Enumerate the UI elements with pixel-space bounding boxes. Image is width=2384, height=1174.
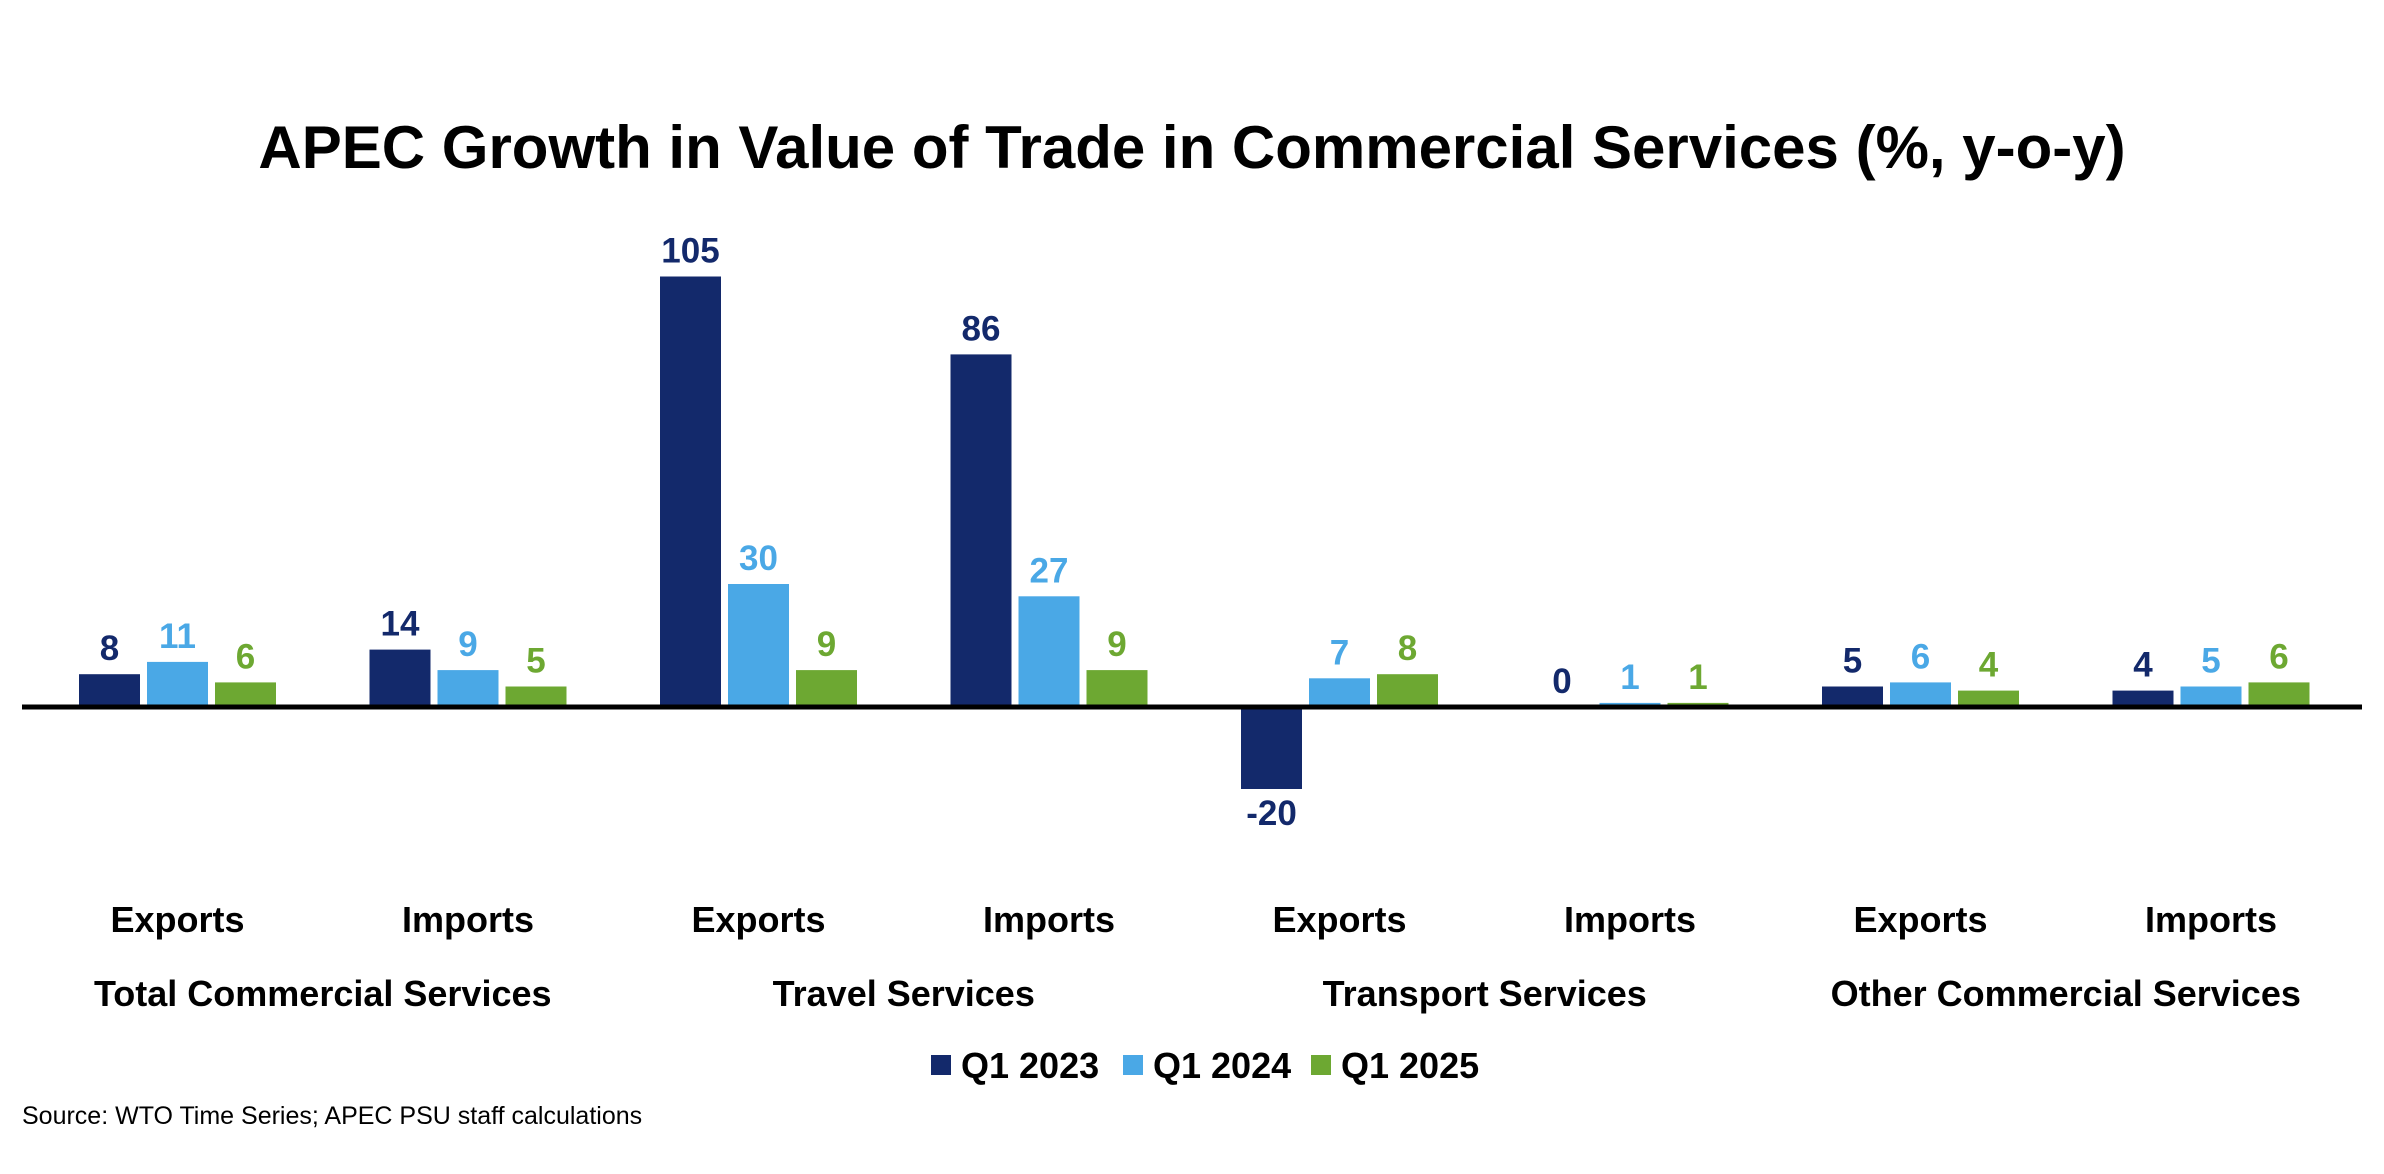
category-label-3: Imports [983,899,1115,940]
bar-q1-2025-1 [505,686,567,707]
bar-q1-2025-7 [2248,682,2310,707]
group-label-2: Transport Services [1323,973,1647,1014]
bar-q1-2024-6 [1890,682,1951,707]
legend: Q1 2023 Q1 2024 Q1 2025 [931,1045,1479,1086]
data-label-q1-2025-1: 5 [526,642,545,681]
chart-title: APEC Growth in Value of Trade in Commerc… [258,114,2125,181]
bar-q1-2023-3 [950,354,1012,707]
data-label-q1-2024-3: 27 [1030,551,1069,590]
bar-q1-2023-4 [1241,707,1302,789]
data-label-q1-2025-2: 9 [817,625,836,664]
data-label-q1-2025-3: 9 [1107,625,1126,664]
bar-q1-2024-3 [1018,596,1080,707]
legend-swatch-0 [931,1055,951,1075]
legend-swatch-2 [1311,1055,1331,1075]
source-note: Source: WTO Time Series; APEC PSU staff … [22,1102,643,1130]
data-label-q1-2023-4: -20 [1246,794,1297,833]
legend-label-2: Q1 2025 [1341,1045,1479,1086]
bar-q1-2023-2 [660,276,721,707]
data-label-q1-2025-4: 8 [1398,629,1417,668]
bar-q1-2024-7 [2180,686,2242,707]
bars-layer [79,276,2310,789]
data-label-q1-2025-0: 6 [236,637,255,676]
data-label-q1-2024-2: 30 [739,539,778,578]
group-label-3: Other Commercial Services [1831,973,2301,1014]
bar-q1-2025-3 [1086,670,1148,707]
data-label-q1-2023-7: 4 [2133,646,2153,685]
category-labels: Exports Imports Exports Imports Exports Impor… [110,899,2277,940]
data-label-q1-2024-5: 1 [1620,658,1639,697]
bar-q1-2024-4 [1309,678,1370,707]
bar-q1-2023-7 [2112,690,2174,707]
legend-label-0: Q1 2023 [961,1045,1099,1086]
category-label-6: Exports [1853,899,1987,940]
data-label-q1-2025-5: 1 [1688,658,1707,697]
bar-q1-2025-4 [1377,674,1438,707]
data-label-q1-2023-6: 5 [1843,642,1862,681]
data-label-q1-2024-7: 5 [2201,642,2220,681]
group-label-1: Travel Services [773,973,1035,1014]
category-label-7: Imports [2145,899,2277,940]
bar-q1-2023-1 [369,649,431,707]
data-label-q1-2023-0: 8 [100,629,119,668]
category-label-1: Imports [402,899,534,940]
data-label-q1-2024-4: 7 [1330,633,1349,672]
category-label-5: Imports [1564,899,1696,940]
legend-label-1: Q1 2024 [1153,1045,1291,1086]
data-label-q1-2023-1: 14 [381,605,420,644]
bar-q1-2025-0 [215,682,276,707]
data-label-q1-2023-3: 86 [962,309,1001,348]
category-label-0: Exports [110,899,244,940]
bar-q1-2023-0 [79,674,140,707]
group-label-0: Total Commercial Services [94,973,552,1014]
category-label-4: Exports [1272,899,1406,940]
bar-q1-2024-0 [147,661,208,707]
data-label-q1-2025-6: 4 [1979,646,1999,685]
group-labels: Total Commercial Services Travel Services… [94,973,2301,1014]
data-label-q1-2024-1: 9 [458,625,477,664]
data-label-q1-2025-7: 6 [2269,637,2288,676]
bar-q1-2023-6 [1822,686,1883,707]
data-label-q1-2024-0: 11 [159,617,196,656]
bar-q1-2025-6 [1958,690,2019,707]
bar-q1-2024-2 [728,584,789,707]
bar-q1-2025-2 [796,670,857,707]
bar-q1-2024-1 [437,670,499,707]
category-label-2: Exports [691,899,825,940]
legend-swatch-1 [1123,1055,1143,1075]
data-label-q1-2024-6: 6 [1911,637,1930,676]
data-label-q1-2023-2: 105 [661,232,719,271]
data-label-q1-2023-5: 0 [1552,662,1571,701]
